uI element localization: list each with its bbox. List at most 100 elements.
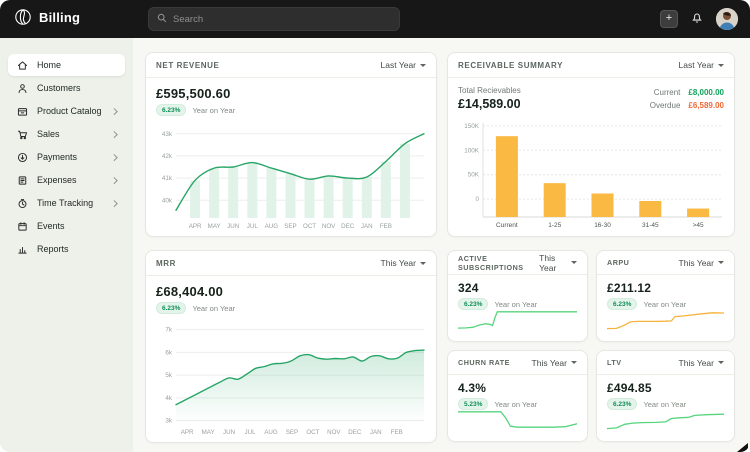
- sidebar-item-label: Time Tracking: [37, 198, 94, 208]
- period-dropdown[interactable]: This Year: [679, 358, 724, 368]
- svg-text:40k: 40k: [162, 197, 173, 204]
- product-catalog-icon: [16, 105, 29, 118]
- active-subscriptions-card: ACTIVE SUBSCRIPTIONS This Year 324 6.23%…: [447, 250, 588, 342]
- period-dropdown[interactable]: Last Year: [381, 60, 426, 70]
- svg-text:4k: 4k: [165, 395, 173, 402]
- svg-text:>45: >45: [693, 222, 704, 229]
- badge-caption: Year on Year: [494, 299, 538, 309]
- period-dropdown[interactable]: This Year: [679, 258, 724, 268]
- sidebar-item-payments[interactable]: Payments: [8, 146, 125, 168]
- svg-text:43k: 43k: [162, 131, 173, 138]
- chevron-down-icon: [571, 361, 577, 364]
- badge-caption: Year on Year: [192, 105, 236, 115]
- sidebar-item-customers[interactable]: Customers: [8, 77, 125, 99]
- ltv-sparkline: [606, 405, 725, 433]
- overdue-label: Overdue: [649, 101, 681, 110]
- search-box[interactable]: [148, 7, 400, 31]
- growth-badge: 6.23%: [607, 298, 638, 310]
- churn-rate-value: 4.3%: [458, 381, 487, 395]
- chevron-right-icon: [110, 176, 117, 184]
- ltv-value: £494.85: [607, 381, 652, 395]
- svg-text:NOV: NOV: [327, 429, 341, 436]
- search-input[interactable]: [173, 13, 391, 25]
- sidebar-item-label: Home: [37, 60, 62, 70]
- user-avatar[interactable]: [716, 8, 738, 30]
- card-header: ACTIVE SUBSCRIPTIONS This Year: [448, 251, 587, 275]
- sidebar-item-events[interactable]: Events: [8, 215, 125, 237]
- svg-text:JUL: JUL: [247, 223, 259, 230]
- sidebar-item-expenses[interactable]: Expenses: [8, 169, 125, 191]
- card-title: RECEIVABLE SUMMARY: [458, 60, 564, 70]
- time-tracking-icon: [16, 197, 29, 210]
- svg-text:APR: APR: [181, 429, 194, 436]
- svg-text:FEB: FEB: [391, 429, 403, 436]
- svg-text:MAY: MAY: [202, 429, 215, 436]
- search-icon: [157, 10, 167, 28]
- notifications-bell-icon[interactable]: [690, 10, 704, 29]
- svg-text:50K: 50K: [468, 172, 480, 179]
- card-header: LTV This Year: [597, 351, 734, 375]
- svg-text:OCT: OCT: [303, 223, 316, 230]
- sidebar-item-home[interactable]: Home: [8, 54, 125, 76]
- svg-text:42k: 42k: [162, 153, 173, 160]
- period-dropdown[interactable]: This Year: [539, 253, 577, 273]
- sidebar-item-label: Reports: [37, 244, 69, 254]
- arpu-card: ARPU This Year £211.12 6.23% Year on Yea…: [596, 250, 735, 342]
- current-label: Current: [653, 88, 681, 97]
- badge-caption: Year on Year: [643, 399, 687, 409]
- payments-icon: [16, 151, 29, 164]
- period-dropdown[interactable]: This Year: [381, 258, 426, 268]
- chevron-right-icon: [110, 153, 117, 161]
- sidebar-item-sales[interactable]: Sales: [8, 123, 125, 145]
- period-label: This Year: [678, 257, 714, 268]
- net-revenue-card: NET REVENUE Last Year £595,500.60 6.23% …: [145, 52, 437, 237]
- svg-text:APR: APR: [189, 223, 202, 230]
- sidebar-item-label: Customers: [37, 83, 81, 93]
- mrr-value: £68,404.00: [156, 284, 224, 299]
- sidebar-item-reports[interactable]: Reports: [8, 238, 125, 260]
- svg-text:JAN: JAN: [361, 223, 373, 230]
- svg-text:SEP: SEP: [286, 429, 298, 436]
- sidebar: Home Customers Product Catalog Sales Payment…: [0, 38, 133, 452]
- card-header: NET REVENUE Last Year: [146, 53, 436, 78]
- chevron-right-icon: [110, 107, 117, 115]
- net-revenue-chart: 43k 42k 41k 40k APR MAY JUN JUL AUG SEP OCT NOV DEC J…: [154, 121, 430, 231]
- add-button[interactable]: +: [660, 10, 678, 28]
- svg-text:AUG: AUG: [264, 429, 278, 436]
- period-dropdown[interactable]: Last Year: [679, 60, 724, 70]
- mouse-cursor: [737, 443, 748, 452]
- badge-caption: Year on Year: [192, 303, 236, 313]
- overdue-value: £6,589.00: [688, 101, 724, 110]
- active-subscriptions-value: 324: [458, 281, 479, 295]
- card-title: ARPU: [607, 258, 630, 267]
- svg-text:JAN: JAN: [370, 429, 382, 436]
- svg-text:JUN: JUN: [223, 429, 235, 436]
- sidebar-item-product-catalog[interactable]: Product Catalog: [8, 100, 125, 122]
- svg-text:31-45: 31-45: [642, 222, 659, 229]
- sidebar-item-time-tracking[interactable]: Time Tracking: [8, 192, 125, 214]
- chevron-down-icon: [718, 63, 724, 67]
- card-title: ACTIVE SUBSCRIPTIONS: [458, 253, 524, 272]
- mrr-chart: 7k 6k 5k 4k 3k APR MAY JUN JUL AUG SEP OCT NOV DEC JAN…: [154, 319, 430, 437]
- svg-text:JUN: JUN: [227, 223, 239, 230]
- chevron-down-icon: [571, 261, 577, 264]
- app-logo[interactable]: Billing: [14, 8, 80, 26]
- chevron-right-icon: [110, 130, 117, 138]
- chevron-down-icon: [420, 63, 426, 67]
- chevron-down-icon: [420, 261, 426, 265]
- svg-text:JUL: JUL: [245, 429, 257, 436]
- svg-text:Current: Current: [496, 222, 518, 229]
- events-icon: [16, 220, 29, 233]
- svg-text:DEC: DEC: [341, 223, 355, 230]
- badge-caption: Year on Year: [643, 299, 687, 309]
- svg-text:5k: 5k: [165, 372, 173, 379]
- period-dropdown[interactable]: This Year: [532, 358, 577, 368]
- mrr-card: MRR This Year £68,404.00 6.23% Year on Y…: [145, 250, 437, 443]
- sidebar-item-label: Product Catalog: [37, 106, 102, 116]
- card-header: RECEIVABLE SUMMARY Last Year: [448, 53, 734, 78]
- chevron-down-icon: [718, 361, 724, 364]
- svg-text:SEP: SEP: [284, 223, 296, 230]
- card-header: MRR This Year: [146, 251, 436, 276]
- receivable-aging-chart: 150K 100K 50K 0 Current 1-25 16-30 31-45 >45: [456, 119, 728, 231]
- svg-text:16-30: 16-30: [594, 222, 611, 229]
